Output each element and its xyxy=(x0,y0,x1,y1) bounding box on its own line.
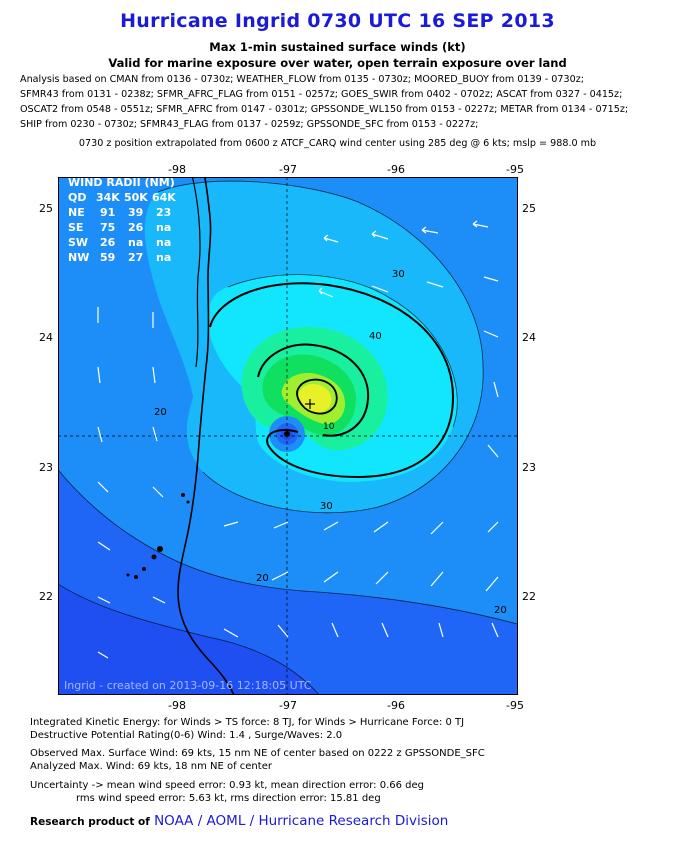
inland-shore xyxy=(191,177,201,368)
wind-radii-title: WIND RADII (NM) xyxy=(68,177,175,189)
lat-tick-left: 25 xyxy=(39,202,53,215)
wind-radii-table: WIND RADII (NM) QD 34K 50K 64K NE 91 39 … xyxy=(68,177,176,264)
lon-tick-top: -97 xyxy=(279,163,297,176)
lon-tick-bottom: -97 xyxy=(279,699,297,712)
analysis-line: Analysis based on CMAN from 0136 - 0730z… xyxy=(20,74,584,85)
ike-line: Integrated Kinetic Energy: for Winds > T… xyxy=(30,717,465,728)
isotach-34kt xyxy=(209,282,455,479)
credit-prefix: Research product of xyxy=(30,816,150,828)
map-frame xyxy=(58,177,518,695)
contour-label: 10 xyxy=(323,422,335,432)
analysis-line: SHIP from 0230 - 0730z; SFMR43_FLAG from… xyxy=(20,119,479,130)
page-title: Hurricane Ingrid 0730 UTC 16 SEP 2013 xyxy=(120,10,555,32)
wind-radii-header: 34K xyxy=(96,191,120,204)
wind-radii-cell: na xyxy=(156,251,171,264)
dpr-line: Destructive Potential Rating(0-6) Wind: … xyxy=(30,730,343,741)
wind-radii-cell: 75 xyxy=(100,221,115,234)
isotach-50kt xyxy=(257,343,370,437)
position-note: 0730 z position extrapolated from 0600 z… xyxy=(78,138,597,149)
subtitle-winds: Max 1-min sustained surface winds (kt) xyxy=(209,40,466,54)
wind-radii-cell: 27 xyxy=(128,251,143,264)
uncertainty-rms-line: rms wind speed error: 5.63 kt, rms direc… xyxy=(76,793,381,804)
contour-label: 30 xyxy=(320,501,333,512)
lat-tick-left: 24 xyxy=(39,331,53,344)
wind-vectors xyxy=(97,220,499,659)
wind-radii-header: 64K xyxy=(152,191,176,204)
wind-radii-cell: SW xyxy=(68,236,88,249)
wind-radii-cell: SE xyxy=(68,221,83,234)
map-credit: Ingrid - created on 2013-09-16 12:18:05 … xyxy=(64,679,312,692)
wind-radii-cell: 26 xyxy=(128,221,144,234)
contour-label: 20 xyxy=(256,573,269,584)
wind-radii-cell: NW xyxy=(68,251,89,264)
wind-radii-header: 50K xyxy=(124,191,148,204)
uncertainty-line: Uncertainty -> mean wind speed error: 0.… xyxy=(30,780,425,791)
lon-tick-top: -95 xyxy=(506,163,524,176)
lat-tick-left: 23 xyxy=(39,461,53,474)
isotach-64kt xyxy=(296,378,338,415)
analyzed-max-line: Analyzed Max. Wind: 69 kts, 18 nm NE of … xyxy=(30,761,272,772)
lon-tick-bottom: -95 xyxy=(506,699,524,712)
wind-field-map: 30 40 30 20 20 20 10 WIND RADII (NM) QD … xyxy=(58,177,518,695)
research-credit: Research product of NOAA / AOML / Hurric… xyxy=(30,813,448,829)
contour-label: 20 xyxy=(494,605,507,616)
contour-label: 30 xyxy=(392,269,405,280)
wind-radii-cell: na xyxy=(156,221,171,234)
contour-label: 20 xyxy=(154,407,167,418)
wind-radii-cell: 23 xyxy=(156,206,171,219)
wind-radii-cell: 59 xyxy=(100,251,115,264)
wind-radii-cell: 26 xyxy=(100,236,116,249)
wind-radii-cell: na xyxy=(128,236,143,249)
wind-radii-cell: na xyxy=(156,236,171,249)
wind-radii-header: QD xyxy=(68,191,86,204)
lon-tick-bottom: -98 xyxy=(168,699,186,712)
wind-radii-cell: NE xyxy=(68,206,85,219)
subtitle-exposure: Valid for marine exposure over water, op… xyxy=(108,56,567,70)
credit-org-link[interactable]: NOAA / AOML / Hurricane Research Divisio… xyxy=(154,813,449,829)
lat-tick-left: 22 xyxy=(39,590,53,603)
coastal-islands xyxy=(126,493,190,579)
contour-label: 40 xyxy=(369,331,382,342)
lat-tick-right: 23 xyxy=(522,461,536,474)
lat-tick-right: 25 xyxy=(522,202,536,215)
lon-tick-bottom: -96 xyxy=(387,699,405,712)
observed-max-line: Observed Max. Surface Wind: 69 kts, 15 n… xyxy=(30,748,485,759)
contour-66 xyxy=(298,383,332,413)
center-marker xyxy=(284,431,290,437)
lat-tick-right: 22 xyxy=(522,590,536,603)
coastline xyxy=(177,177,235,695)
lon-tick-top: -96 xyxy=(387,163,405,176)
max-wind-marker xyxy=(305,399,315,409)
wind-radii-cell: 91 xyxy=(100,206,115,219)
wind-radii-cell: 39 xyxy=(128,206,143,219)
analysis-line: OSCAT2 from 0548 - 0551z; SFMR_AFRC from… xyxy=(20,104,629,115)
lon-tick-top: -98 xyxy=(168,163,186,176)
analysis-line: SFMR43 from 0131 - 0238z; SFMR_AFRC_FLAG… xyxy=(20,89,623,100)
lat-tick-right: 24 xyxy=(522,331,536,344)
thin-contours xyxy=(58,180,518,695)
